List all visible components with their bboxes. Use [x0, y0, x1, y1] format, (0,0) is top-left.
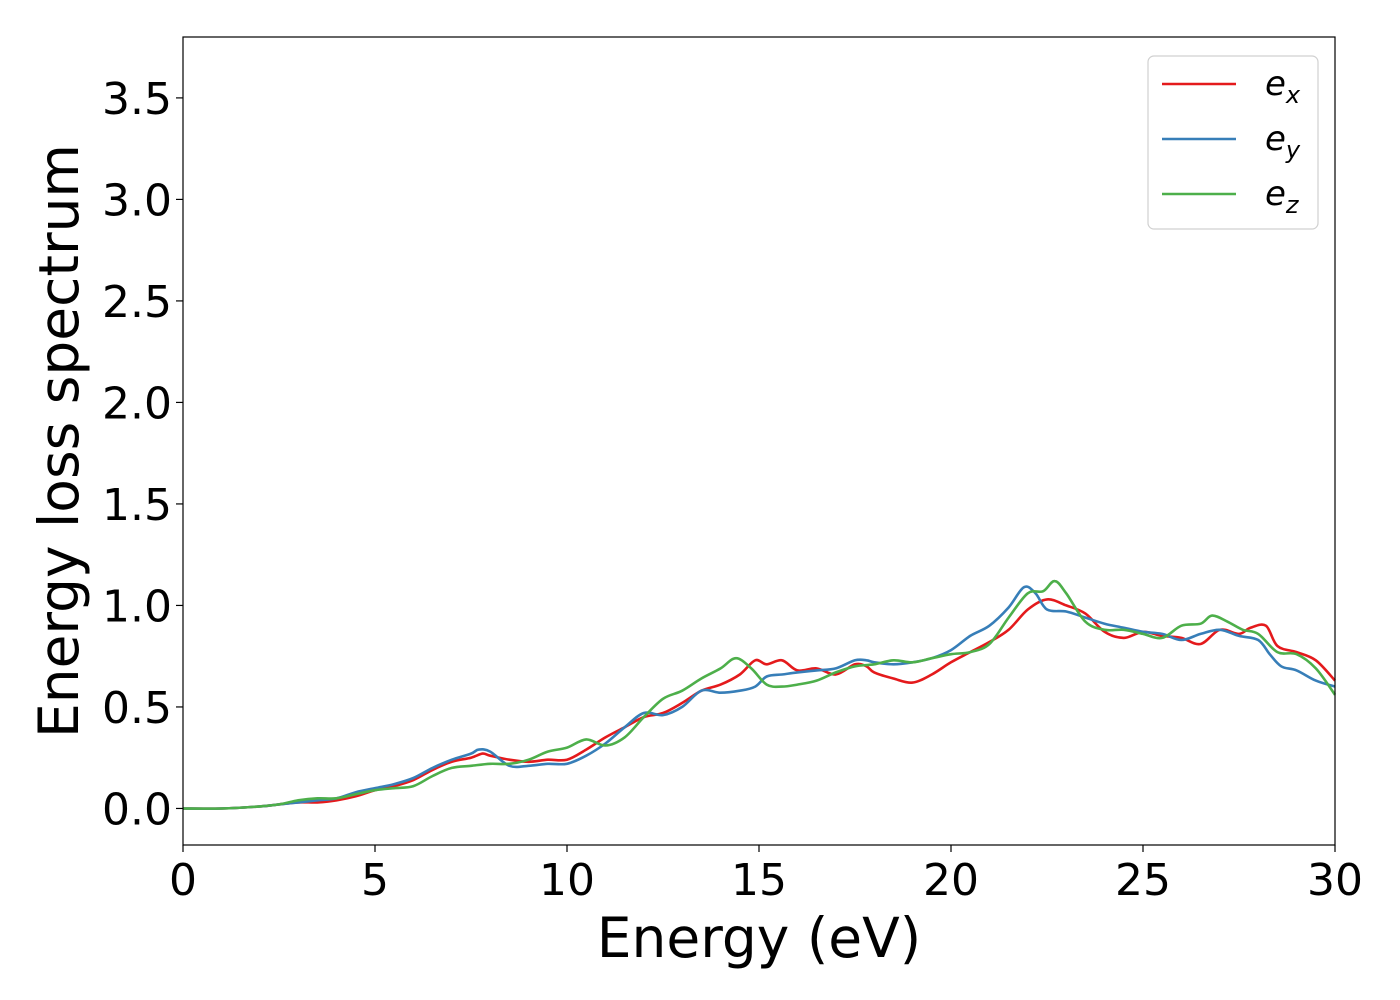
series-line-z [182, 579, 1337, 810]
x-tick-label: 25 [1115, 855, 1171, 906]
ticks-layer: 0 5 10 15 20 25 30 0.0 0.5 1.0 1.5 2.0 2.5 3.0 3.5 [102, 74, 1363, 906]
legend: ex ey ez [1147, 55, 1319, 230]
y-tick-label: 1.5 [102, 480, 172, 531]
y-tick-label: 2.0 [102, 378, 172, 429]
series-line-y [182, 585, 1336, 810]
series-layer [182, 579, 1337, 810]
x-tick-label: 0 [169, 855, 197, 906]
x-axis-title: Energy (eV) [597, 906, 921, 970]
legend-label-z: ez [1265, 174, 1300, 219]
legend-box [1147, 55, 1319, 230]
legend-label-x: ex [1265, 64, 1301, 109]
y-tick-label: 3.5 [102, 74, 172, 125]
series-line-x [182, 598, 1336, 810]
x-tick-label: 15 [731, 855, 787, 906]
y-axis-title: Energy loss spectrum [27, 144, 91, 738]
x-tick-label: 10 [539, 855, 595, 906]
legend-label-y: ey [1265, 119, 1301, 164]
x-tick-label: 30 [1307, 855, 1363, 906]
y-tick-label: 3.0 [102, 175, 172, 226]
x-tick-label: 5 [361, 855, 389, 906]
y-tick-label: 1.0 [102, 581, 172, 632]
y-tick-label: 2.5 [102, 277, 172, 328]
x-tick-label: 20 [923, 855, 979, 906]
y-tick-label: 0.0 [102, 784, 172, 835]
y-tick-label: 0.5 [102, 683, 172, 734]
